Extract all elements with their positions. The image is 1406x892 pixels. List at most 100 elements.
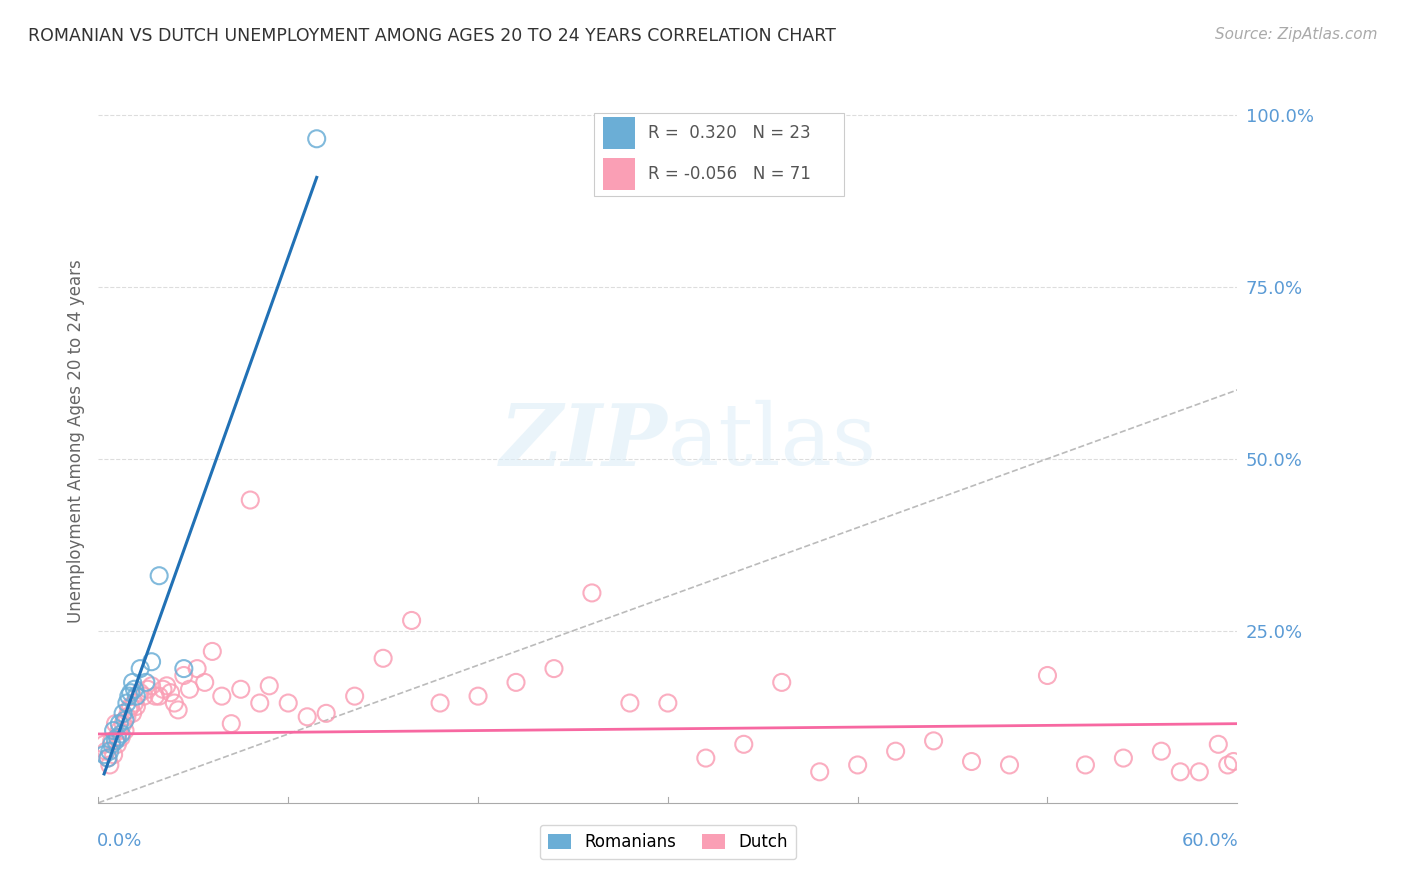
FancyBboxPatch shape: [603, 158, 636, 191]
Point: [112, 706, 135, 721]
Point: [657, 696, 679, 710]
FancyBboxPatch shape: [593, 112, 845, 196]
Point: [156, 679, 179, 693]
Point: [1170, 764, 1192, 779]
Point: [115, 710, 138, 724]
Point: [1222, 755, 1244, 769]
Point: [249, 696, 271, 710]
Point: [211, 689, 233, 703]
Point: [114, 713, 136, 727]
Point: [1216, 758, 1239, 772]
Point: [148, 689, 170, 703]
Point: [173, 662, 195, 676]
Text: 60.0%: 60.0%: [1181, 831, 1239, 850]
Point: [98, 758, 121, 772]
Point: [884, 744, 907, 758]
Point: [998, 758, 1021, 772]
Point: [922, 734, 945, 748]
Point: [129, 686, 152, 700]
Point: [960, 755, 983, 769]
Point: [120, 699, 142, 714]
Text: R =  0.320   N = 23: R = 0.320 N = 23: [648, 124, 811, 142]
Point: [1036, 668, 1059, 682]
Point: [141, 679, 163, 693]
Point: [194, 675, 217, 690]
Point: [167, 703, 190, 717]
Legend: Romanians, Dutch: Romanians, Dutch: [540, 825, 796, 860]
Text: R = -0.056   N = 71: R = -0.056 N = 71: [648, 165, 811, 183]
Text: ZIP: ZIP: [501, 400, 668, 483]
Text: ROMANIAN VS DUTCH UNEMPLOYMENT AMONG AGES 20 TO 24 YEARS CORRELATION CHART: ROMANIAN VS DUTCH UNEMPLOYMENT AMONG AGE…: [28, 27, 837, 45]
Point: [259, 679, 281, 693]
Point: [94, 744, 117, 758]
Point: [103, 723, 125, 738]
Point: [1112, 751, 1135, 765]
Point: [114, 723, 136, 738]
Point: [125, 699, 148, 714]
Point: [173, 668, 195, 682]
Point: [120, 686, 142, 700]
Y-axis label: Unemployment Among Ages 20 to 24 years: Unemployment Among Ages 20 to 24 years: [66, 260, 84, 624]
Point: [100, 734, 122, 748]
FancyBboxPatch shape: [603, 117, 636, 149]
Point: [429, 696, 451, 710]
Point: [401, 614, 423, 628]
Point: [163, 696, 186, 710]
Point: [277, 696, 299, 710]
Point: [104, 734, 127, 748]
Point: [619, 696, 641, 710]
Point: [1208, 737, 1230, 751]
Point: [1074, 758, 1097, 772]
Point: [118, 689, 141, 703]
Point: [505, 675, 527, 690]
Point: [141, 655, 163, 669]
Point: [221, 716, 243, 731]
Point: [124, 682, 146, 697]
Text: atlas: atlas: [668, 400, 877, 483]
Point: [124, 696, 146, 710]
Point: [148, 568, 170, 582]
Point: [239, 493, 262, 508]
Point: [129, 662, 152, 676]
Point: [343, 689, 366, 703]
Point: [97, 751, 120, 765]
Point: [1150, 744, 1173, 758]
Point: [543, 662, 565, 676]
Text: Source: ZipAtlas.com: Source: ZipAtlas.com: [1215, 27, 1378, 42]
Point: [108, 716, 131, 731]
Point: [808, 764, 831, 779]
Point: [98, 744, 121, 758]
Point: [107, 731, 129, 745]
Point: [103, 747, 125, 762]
Point: [108, 723, 131, 738]
Point: [121, 675, 143, 690]
Point: [121, 706, 143, 721]
Point: [145, 689, 167, 703]
Point: [97, 751, 120, 765]
Point: [115, 696, 138, 710]
Point: [297, 710, 319, 724]
Point: [118, 703, 141, 717]
Point: [135, 675, 157, 690]
Point: [201, 644, 224, 658]
Point: [110, 731, 132, 745]
Point: [229, 682, 252, 697]
Point: [695, 751, 717, 765]
Point: [107, 737, 129, 751]
Point: [179, 682, 201, 697]
Point: [104, 716, 127, 731]
Point: [846, 758, 869, 772]
Point: [132, 689, 155, 703]
Point: [1188, 764, 1211, 779]
Point: [110, 727, 132, 741]
Point: [93, 747, 115, 762]
Text: 0.0%: 0.0%: [97, 831, 142, 850]
Point: [186, 662, 208, 676]
Point: [770, 675, 793, 690]
Point: [305, 132, 328, 146]
Point: [371, 651, 394, 665]
Point: [125, 689, 148, 703]
Point: [93, 737, 115, 751]
Point: [467, 689, 489, 703]
Point: [733, 737, 755, 751]
